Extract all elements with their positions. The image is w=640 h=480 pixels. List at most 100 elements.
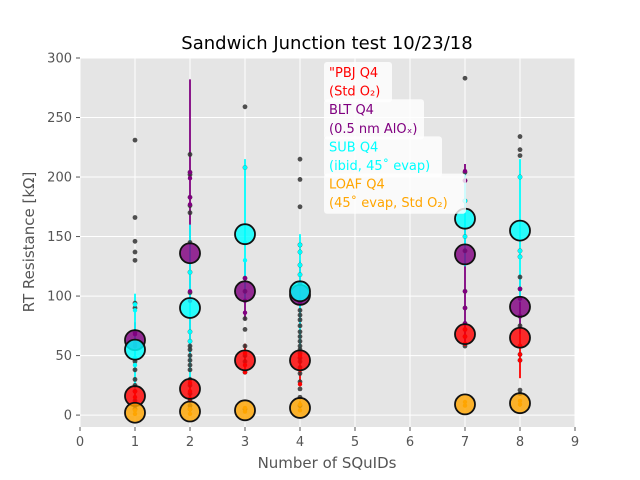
- y-tick-label: 100: [47, 290, 72, 305]
- mean-marker: [454, 243, 476, 266]
- data-point: [187, 362, 193, 368]
- series-point: [297, 262, 303, 268]
- data-point: [297, 334, 303, 339]
- data-point: [297, 204, 303, 210]
- data-point: [242, 326, 248, 332]
- data-point: [132, 257, 138, 263]
- data-point: [297, 177, 303, 182]
- data-point: [297, 156, 303, 162]
- y-tick-label: 150: [47, 230, 72, 245]
- series-point: [242, 165, 248, 170]
- legend-label: (ibid, 45˚ evap): [329, 158, 430, 174]
- y-tick-label: 0: [64, 409, 72, 424]
- data-point: [242, 104, 248, 110]
- mean-marker: [289, 280, 311, 303]
- x-axis-label: Number of SQuIDs: [258, 454, 397, 472]
- y-tick-label: 300: [47, 52, 72, 67]
- mean-marker: [234, 223, 256, 246]
- data-point: [187, 353, 193, 358]
- series-point: [297, 242, 303, 248]
- mean-marker: [509, 295, 531, 318]
- x-tick-label: 6: [406, 435, 414, 450]
- data-point: [517, 387, 523, 393]
- data-point: [297, 323, 303, 329]
- data-point: [132, 367, 138, 373]
- data-point: [187, 210, 193, 216]
- series-point: [462, 289, 468, 294]
- axes: 0 1 2 3 4 5 6 7 8 9 0 50 100 150 200 250 300: [47, 52, 579, 451]
- series-point: [242, 258, 248, 263]
- legend-label: SUB Q4: [329, 140, 378, 155]
- mean-marker: [454, 393, 476, 416]
- mean-marker: [179, 378, 201, 400]
- series-point: [517, 248, 523, 254]
- data-point: [132, 238, 138, 244]
- series-point: [187, 176, 193, 181]
- x-tick-label: 7: [461, 435, 469, 450]
- mean-marker: [179, 297, 201, 319]
- data-point: [187, 367, 193, 373]
- x-tick-label: 3: [241, 435, 249, 450]
- x-tick-label: 0: [76, 435, 84, 450]
- series-point: [242, 310, 248, 315]
- series-point: [187, 202, 193, 207]
- series-point: [517, 286, 523, 292]
- data-point: [517, 147, 523, 153]
- mean-marker: [509, 219, 531, 242]
- series-point: [297, 272, 303, 277]
- mean-marker: [509, 326, 531, 349]
- x-tick-label: 1: [131, 435, 139, 450]
- data-point: [242, 343, 248, 349]
- y-tick-label: 200: [47, 171, 72, 186]
- data-point: [132, 376, 138, 382]
- data-point: [297, 307, 303, 313]
- mean-marker: [124, 401, 146, 424]
- series-point: [187, 195, 193, 200]
- series-point: [187, 270, 193, 275]
- mean-marker: [234, 349, 256, 372]
- legend-box: [324, 62, 392, 103]
- x-tick-label: 9: [571, 435, 579, 450]
- series-point: [187, 339, 193, 344]
- data-point: [517, 134, 523, 139]
- legend-label: (Std O₂): [329, 85, 380, 100]
- series-point: [132, 362, 138, 368]
- y-tick-label: 50: [55, 349, 72, 364]
- mean-marker: [179, 242, 201, 265]
- legend-box: [324, 99, 424, 140]
- series-point: [462, 305, 468, 311]
- mean-marker: [234, 280, 256, 303]
- legend: "PBJ Q4 (Std O₂) BLT Q4 (0.5 nm AlOₓ) SUB Q4…: [324, 62, 466, 214]
- data-point: [187, 347, 193, 353]
- series-point: [517, 358, 523, 363]
- mean-marker: [289, 349, 311, 372]
- legend-label: BLT Q4: [329, 103, 374, 118]
- data-point: [297, 386, 303, 392]
- mean-marker: [124, 338, 146, 361]
- mean-marker: [289, 397, 311, 419]
- x-tick-label: 8: [516, 435, 524, 450]
- data-point: [297, 317, 303, 323]
- legend-box: [324, 173, 466, 214]
- data-point: [462, 75, 468, 81]
- series-point: [462, 168, 468, 174]
- data-point: [187, 357, 193, 363]
- series-point: [187, 329, 193, 334]
- series-point: [187, 170, 193, 175]
- data-point: [297, 371, 303, 376]
- series-point: [462, 234, 468, 239]
- data-point: [187, 152, 193, 157]
- data-point: [132, 215, 138, 220]
- data-point: [297, 343, 303, 349]
- data-point: [297, 338, 303, 344]
- data-point: [517, 153, 523, 159]
- series-point: [132, 302, 138, 307]
- legend-label: (45˚ evap, Std O₂): [329, 195, 448, 211]
- data-point: [297, 329, 303, 335]
- legend-label: LOAF Q4: [329, 178, 385, 193]
- legend-box: [324, 136, 442, 177]
- mean-marker: [179, 400, 201, 423]
- data-point: [187, 343, 193, 349]
- data-point: [517, 274, 523, 280]
